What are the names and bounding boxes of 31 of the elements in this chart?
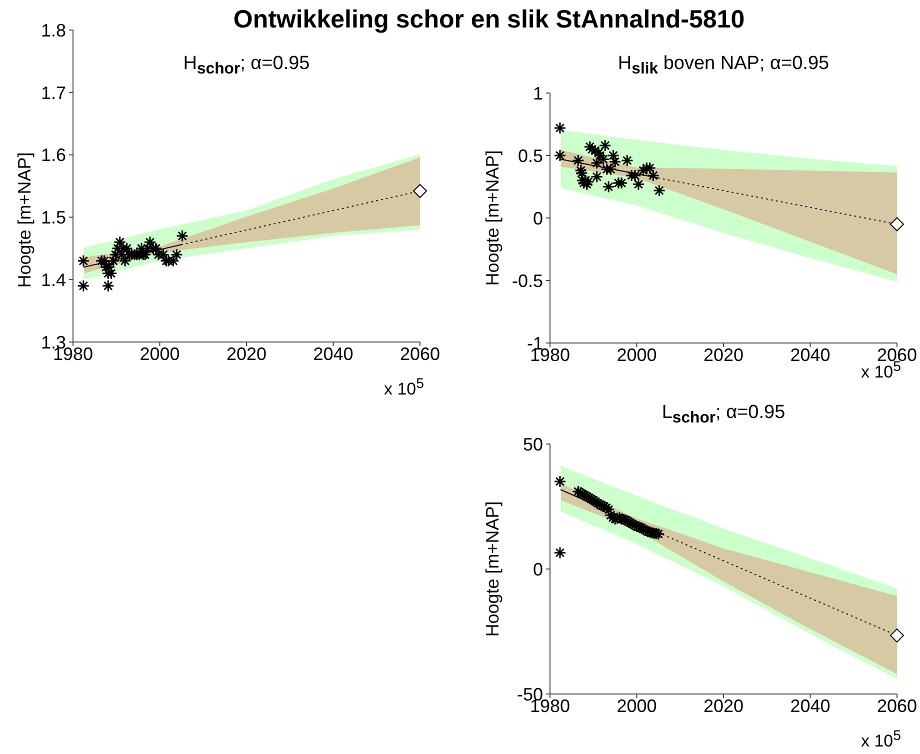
x-tick-label: 2040 <box>790 696 830 716</box>
y-tick-label: 1.5 <box>40 208 66 228</box>
y-tick-label: 0 <box>532 559 543 580</box>
y-tick-label: 1.4 <box>40 270 66 290</box>
x-tick-label: 2000 <box>140 344 180 364</box>
y-tick-label: 0 <box>532 208 543 228</box>
x-tick-label: 2000 <box>616 344 657 365</box>
x-tick-label: 2000 <box>616 696 657 716</box>
y-tick-label: 1 <box>532 83 543 104</box>
text: x 10$^{5}$ <box>860 728 901 752</box>
x-tick-label: 2060 <box>876 696 918 716</box>
text: Ontwikkeling schor en slik StAnnalnd-5810 <box>233 6 745 34</box>
y-tick-label: 1.7 <box>40 82 66 103</box>
x-tick-label: 2020 <box>703 696 744 716</box>
y-tick-label: -0.5 <box>512 270 543 291</box>
y-tick-label: 1.6 <box>40 145 66 166</box>
y-axis-title: Hoogte [m+NAP] <box>482 501 504 637</box>
x-tick-label: 2040 <box>790 344 830 365</box>
y-axis-title: Hoogte [m+NAP] <box>482 150 504 286</box>
y-tick-label: 1.8 <box>40 20 66 40</box>
y-tick-label: 0.5 <box>518 146 543 166</box>
y-axis-title: Hoogte [m+NAP] <box>14 152 36 288</box>
x-tick-label: 2020 <box>226 344 267 364</box>
x-tick-label: 2040 <box>313 344 354 364</box>
x-tick-label: 2060 <box>400 344 440 364</box>
x-tick-label: 2020 <box>703 344 744 365</box>
y-tick-label: 50 <box>522 434 543 454</box>
chart-subtitle: H$_{slik}$ boven NAP; α=0.95 <box>618 52 830 78</box>
chart-subtitle: L$_{schor}$; α=0.95 <box>662 402 786 428</box>
text: H$_{schor}$; α=0.95 <box>183 52 310 78</box>
text: x 10$^{5}$ <box>382 376 424 400</box>
